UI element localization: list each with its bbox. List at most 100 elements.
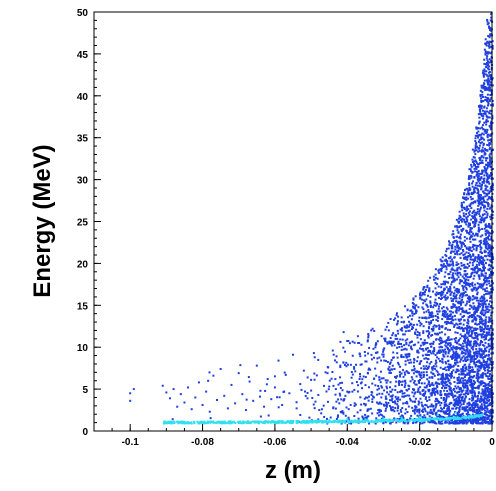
scatter-point [443,313,446,316]
scatter-point [484,192,487,195]
scatter-point [450,372,453,375]
scatter-point [414,331,417,334]
scatter-point [476,162,479,165]
scatter-point [466,266,469,269]
scatter-point [483,418,486,421]
scatter-point [360,363,363,366]
scatter-point [208,371,211,374]
scatter-point [464,349,467,352]
scatter-point [489,174,492,177]
scatter-point [477,150,480,153]
scatter-point [477,286,480,289]
scatter-point [412,303,415,306]
scatter-point [464,294,467,297]
scatter-point [477,175,480,178]
scatter-point [485,420,488,423]
scatter-point [389,399,392,402]
scatter-point [436,384,439,387]
scatter-point [302,369,305,372]
scatter-point [462,418,465,421]
scatter-point [432,417,435,420]
scatter-point [474,341,477,344]
scatter-point [451,260,454,263]
scatter-point [426,286,429,289]
scatter-point [179,393,182,396]
scatter-point [403,419,406,422]
scatter-point [371,327,374,330]
scatter-point [463,236,466,239]
scatter-point [443,382,446,385]
scatter-point [469,203,472,206]
scatter-point [476,414,479,417]
scatter-point [428,333,431,336]
scatter-point [382,421,385,424]
scatter-point [244,409,247,412]
scatter-point [418,347,421,350]
scatter-point [465,337,468,340]
scatter-point [478,120,481,123]
scatter-point [397,332,400,335]
scatter-point [477,193,480,196]
scatter-point [479,197,482,200]
scatter-point [457,309,460,312]
scatter-point [475,126,478,129]
scatter-point [469,418,472,421]
scatter-point [486,358,489,361]
scatter-point [414,391,417,394]
scatter-point [230,421,233,424]
scatter-point [362,418,365,421]
scatter-point [488,86,491,89]
scatter-point [267,421,270,424]
scatter-point [474,316,477,319]
scatter-point [457,400,460,403]
scatter-point [433,421,436,424]
scatter-point [479,380,482,383]
scatter-point [476,256,479,259]
scatter-point [460,201,463,204]
scatter-point [372,347,375,350]
scatter-point [413,358,416,361]
scatter-point [488,329,491,332]
scatter-point [449,313,452,316]
scatter-point [403,333,406,336]
scatter-point [487,75,490,78]
scatter-point [436,373,439,376]
scatter-point [480,138,483,141]
scatter-point [468,373,471,376]
scatter-point [489,134,492,137]
scatter-point [453,314,456,317]
scatter-point [458,390,461,393]
scatter-point [377,402,380,405]
scatter-point [408,355,411,358]
scatter-point [475,170,478,173]
scatter-point [229,422,232,425]
scatter-point [462,419,465,422]
scatter-point [456,403,459,406]
scatter-point [450,250,453,253]
scatter-point [427,294,430,297]
scatter-point [489,420,492,423]
scatter-point [485,225,488,228]
scatter-point [487,331,490,334]
scatter-point [459,322,462,325]
scatter-point [444,360,447,363]
scatter-point [440,260,443,263]
scatter-point [353,402,356,405]
scatter-point [485,159,488,162]
scatter-point [419,296,422,299]
scatter-point [454,356,457,359]
scatter-point [483,218,486,221]
scatter-point [364,413,367,416]
scatter-point [412,422,415,425]
scatter-point [485,171,488,174]
scatter-point [460,398,463,401]
scatter-point [489,249,492,252]
scatter-point [365,360,368,363]
scatter-point [490,197,493,200]
scatter-point [470,306,473,309]
scatter-point [483,106,486,109]
scatter-point [475,348,478,351]
scatter-point [474,420,477,423]
scatter-point [484,223,487,226]
scatter-point [455,306,458,309]
